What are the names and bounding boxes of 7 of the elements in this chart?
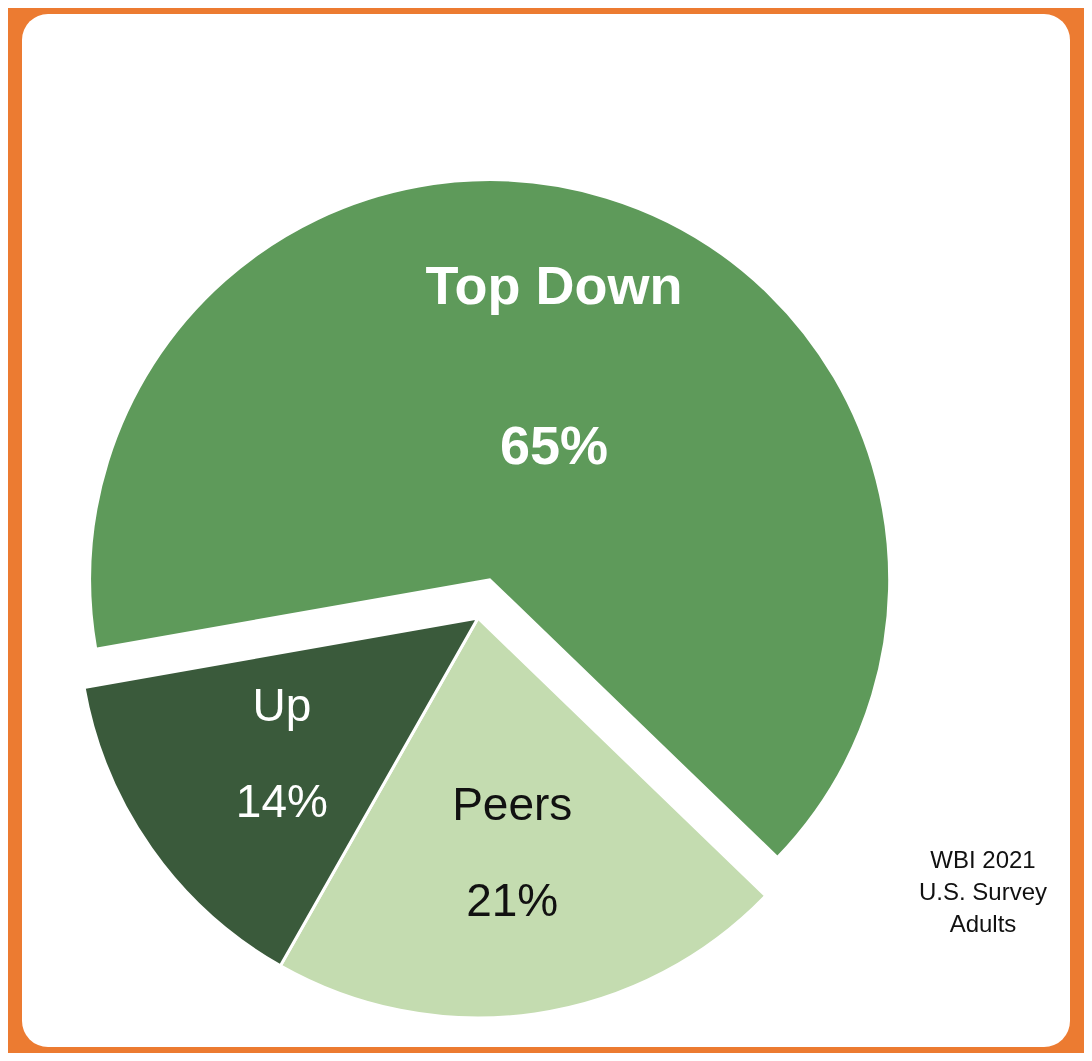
text: WBI 2021 U.S. Survey Adults — [918, 846, 1048, 937]
slice-label: Up — [252, 678, 312, 731]
slice-label: Top Down — [425, 254, 683, 315]
data-label: 14% — [235, 774, 328, 827]
data-label: 65% — [499, 414, 609, 475]
data-label: 21% — [466, 873, 559, 926]
slice-label: Peers — [452, 777, 573, 830]
